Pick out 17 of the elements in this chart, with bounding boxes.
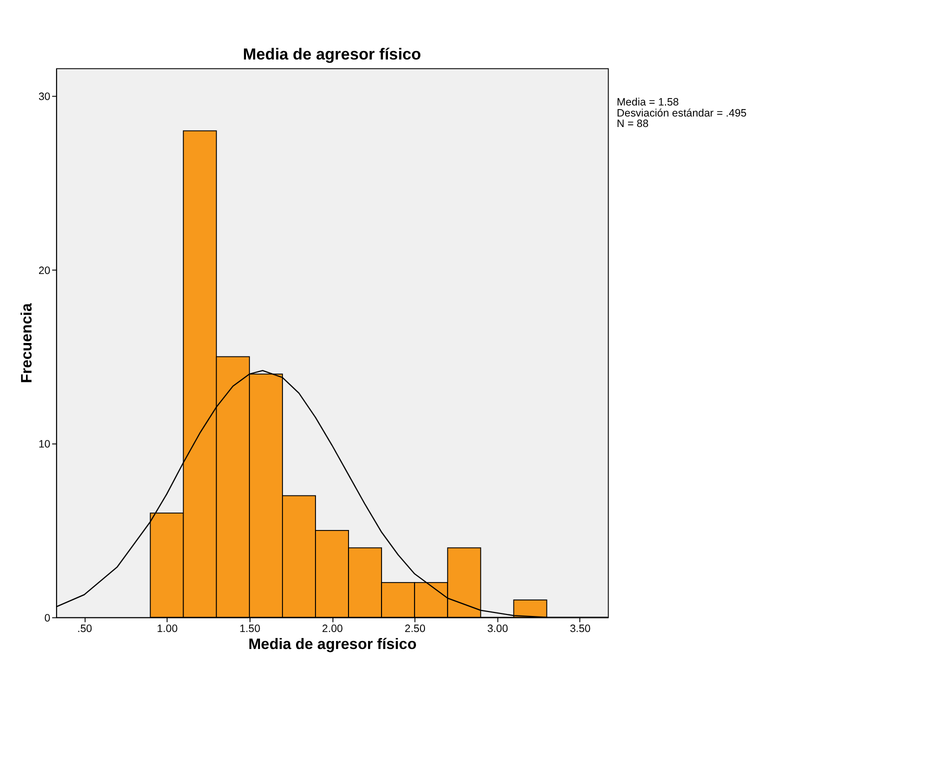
x-tick-label: 3.50 <box>570 622 591 635</box>
x-tick-label: 3.00 <box>487 622 508 635</box>
x-tick-label: 1.50 <box>239 622 260 635</box>
text: Desviación estándar = .495 <box>616 107 747 120</box>
y-tick-label: 0 <box>44 612 50 624</box>
x-tick-label: 2.00 <box>322 622 343 635</box>
y-tick-label: 30 <box>38 91 50 104</box>
x-tick-label: .50 <box>77 622 92 635</box>
y-tick-label: 10 <box>38 438 50 451</box>
x-tick-label: 1.00 <box>156 622 178 635</box>
x-tick-label: 2.50 <box>404 622 426 635</box>
y-axis-title: Frecuencia <box>18 302 36 384</box>
chart-title: Media de agresor físico <box>242 45 422 64</box>
text: Media = 1.58 <box>616 96 679 109</box>
text: N = 88 <box>616 118 649 130</box>
y-tick-label: 20 <box>38 264 50 277</box>
x-axis-title: Media de agresor físico <box>248 636 417 653</box>
